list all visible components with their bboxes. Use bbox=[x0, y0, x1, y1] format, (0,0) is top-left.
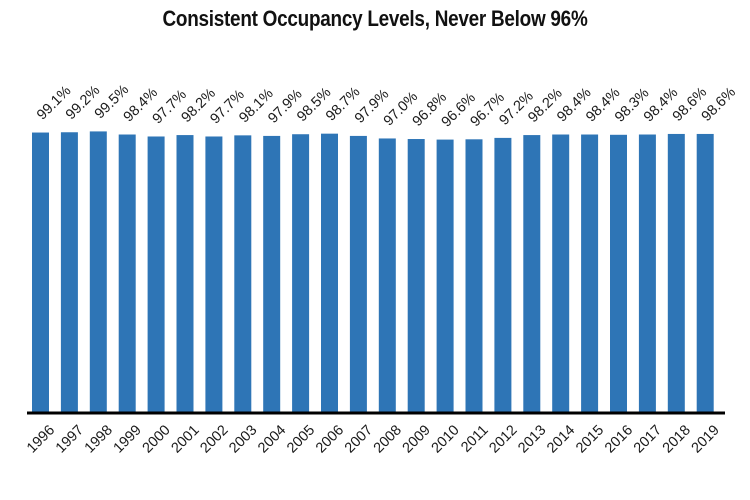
bar-1997 bbox=[60, 132, 78, 413]
bar-1999 bbox=[118, 134, 136, 412]
bar-2014 bbox=[552, 134, 570, 412]
bar-2016 bbox=[610, 134, 627, 412]
bar-2007 bbox=[349, 135, 367, 412]
bar-2001 bbox=[176, 135, 194, 413]
bar-1998 bbox=[89, 131, 107, 412]
x-tick-label-2016: 2016 bbox=[602, 422, 636, 456]
x-tick-label-2011: 2011 bbox=[458, 422, 491, 455]
bar-2009 bbox=[407, 139, 425, 413]
x-tick-label-2017: 2017 bbox=[631, 422, 665, 456]
x-tick-label-2007: 2007 bbox=[342, 422, 376, 456]
x-tick-label-2018: 2018 bbox=[660, 422, 694, 456]
value-labels-group: 99.1%99.2%99.5%98.4%97.7%98.2%97.7%98.1%… bbox=[34, 82, 739, 131]
x-tick-label-2002: 2002 bbox=[197, 422, 231, 456]
x-tick-label-2008: 2008 bbox=[371, 422, 405, 456]
bar-2003 bbox=[234, 135, 252, 412]
bar-2012 bbox=[494, 137, 512, 412]
x-tick-label-2001: 2001 bbox=[168, 422, 202, 456]
x-tick-label-2015: 2015 bbox=[573, 422, 607, 456]
x-tick-label-2013: 2013 bbox=[515, 422, 549, 456]
x-tick-label-2000: 2000 bbox=[140, 422, 174, 456]
bar-2005 bbox=[292, 134, 310, 413]
tick-labels-group: 1996199719981999200020012002200320042005… bbox=[24, 422, 723, 456]
bar-2000 bbox=[147, 136, 165, 412]
x-tick-label-2014: 2014 bbox=[544, 422, 578, 456]
bar-2006 bbox=[321, 133, 338, 412]
x-tick-label-2003: 2003 bbox=[226, 422, 260, 456]
x-tick-label-2005: 2005 bbox=[284, 422, 318, 456]
x-tick-label-2010: 2010 bbox=[429, 422, 463, 456]
x-tick-label-2019: 2019 bbox=[689, 422, 723, 456]
x-tick-label-2006: 2006 bbox=[313, 422, 347, 456]
bar-2011 bbox=[465, 139, 483, 412]
x-tick-label-2009: 2009 bbox=[400, 422, 434, 456]
bar-2017 bbox=[638, 134, 656, 412]
bar-2004 bbox=[263, 135, 281, 412]
x-tick-label-2004: 2004 bbox=[255, 422, 289, 456]
x-tick-label-1999: 1999 bbox=[111, 422, 145, 456]
bars-group bbox=[32, 131, 714, 413]
x-tick-label-1996: 1996 bbox=[24, 422, 58, 456]
bar-2010 bbox=[436, 139, 454, 412]
bar-2018 bbox=[667, 133, 685, 412]
bar-1996 bbox=[32, 132, 49, 412]
chart-title: Consistent Occupancy Levels, Never Below… bbox=[162, 6, 588, 31]
bar-2008 bbox=[378, 138, 396, 412]
x-tick-label-2012: 2012 bbox=[486, 422, 520, 456]
bar-2015 bbox=[581, 134, 599, 412]
bar-2019 bbox=[696, 133, 714, 412]
x-tick-label-1998: 1998 bbox=[82, 422, 116, 456]
bar-2013 bbox=[523, 135, 541, 413]
x-tick-label-1997: 1997 bbox=[53, 422, 87, 456]
bar-2002 bbox=[205, 136, 223, 412]
